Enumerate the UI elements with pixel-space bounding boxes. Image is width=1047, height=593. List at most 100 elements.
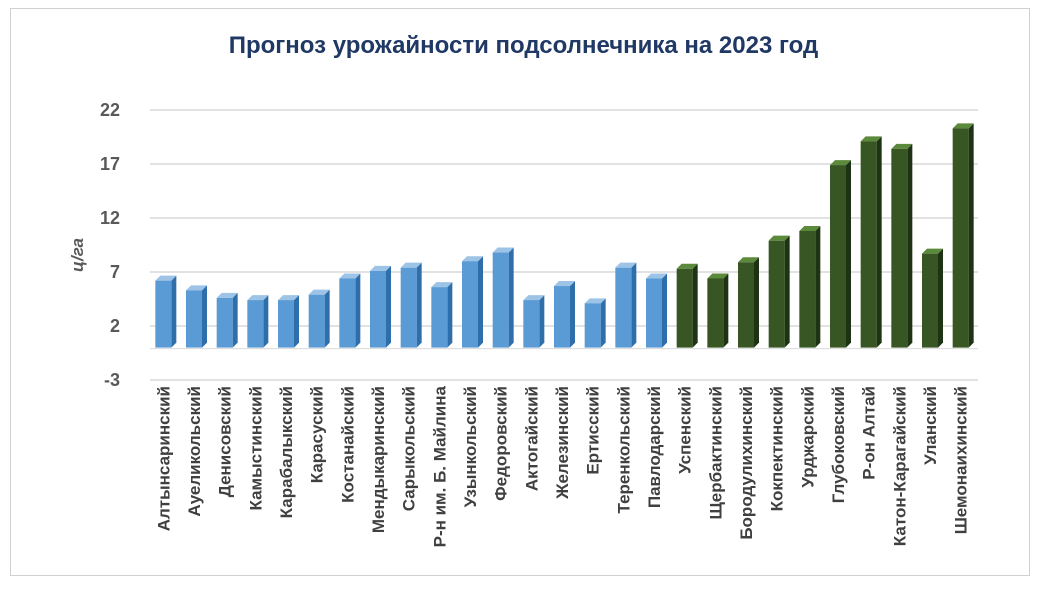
- chart-title: Прогноз урожайности подсолнечника на 202…: [228, 32, 819, 59]
- bar-side: [723, 273, 729, 348]
- x-tick-label: Карабалыкский: [277, 386, 296, 518]
- bar: [922, 253, 938, 348]
- x-tick-label: Ауеликольский: [185, 386, 204, 517]
- x-tick-label: Успенский: [676, 386, 695, 474]
- bar-side: [570, 281, 575, 348]
- bar-side: [478, 256, 483, 348]
- x-tick-label: Костанайский: [338, 386, 357, 503]
- bar-side: [846, 160, 851, 348]
- bar-side: [631, 262, 637, 348]
- x-tick-label: Федоровский: [492, 386, 511, 501]
- bar-side: [754, 257, 759, 348]
- bar: [216, 297, 233, 348]
- bar-side: [600, 298, 606, 348]
- bar-top: [431, 282, 453, 288]
- bar-side: [171, 275, 177, 348]
- y-tick-label: 2: [110, 316, 120, 336]
- chart-frame: [10, 8, 1030, 576]
- bar: [707, 278, 724, 348]
- bar: [155, 280, 172, 348]
- bar: [738, 262, 754, 348]
- bar: [952, 128, 969, 348]
- bar-top: [462, 256, 483, 262]
- x-tick-label: Павлодарский: [645, 386, 664, 508]
- bar-top: [860, 136, 882, 142]
- bar-side: [968, 123, 974, 348]
- x-tick-label: Карасуский: [308, 386, 327, 483]
- bar-top: [370, 265, 391, 271]
- x-tick-label: Теренкольский: [614, 386, 633, 513]
- bar-top: [952, 123, 974, 129]
- bar-side: [294, 295, 299, 348]
- bar: [431, 287, 448, 348]
- bar: [278, 300, 294, 348]
- bar-top: [400, 262, 422, 268]
- bar-top: [738, 257, 759, 263]
- x-tick-label: Шемонаихинский: [952, 386, 971, 534]
- x-tick-label: Урджарский: [798, 386, 817, 488]
- bar-top: [492, 247, 514, 253]
- x-tick-label: Катон-Карагайский: [890, 386, 909, 546]
- bar-side: [232, 292, 238, 348]
- bar-side: [324, 289, 330, 348]
- bar: [523, 300, 540, 348]
- bar-side: [202, 285, 207, 348]
- bar: [462, 261, 478, 348]
- x-tick-label: Уланский: [921, 386, 940, 465]
- bar: [646, 278, 662, 348]
- bar: [891, 148, 908, 348]
- bar: [492, 252, 509, 348]
- x-tick-label: Узынкольский: [461, 386, 480, 507]
- bar: [615, 267, 632, 348]
- bar-top: [646, 273, 667, 279]
- bar: [339, 278, 356, 348]
- bar: [830, 165, 846, 348]
- bar-top: [615, 262, 637, 268]
- bar-top: [186, 285, 207, 291]
- bar: [860, 141, 877, 348]
- y-tick-label: 7: [110, 262, 120, 282]
- bar-top: [799, 225, 821, 231]
- bar-top: [278, 295, 299, 301]
- x-tick-label: Кокпектинский: [768, 386, 787, 511]
- bar-top: [707, 273, 729, 279]
- x-tick-label: Железинский: [553, 386, 572, 500]
- bar-top: [768, 235, 790, 241]
- x-tick-label: Р-он Алтай: [860, 386, 879, 480]
- bar-top: [155, 275, 177, 281]
- x-tick-label: Камыстинский: [246, 386, 265, 511]
- x-tick-label: Актогайский: [522, 386, 541, 491]
- x-tick-label: Щербактинский: [706, 386, 725, 520]
- bar: [554, 286, 570, 348]
- bar: [400, 267, 417, 348]
- bar-top: [830, 160, 851, 166]
- bar-side: [539, 295, 545, 348]
- x-tick-label: Бородулихинский: [737, 386, 756, 540]
- bar-top: [308, 289, 330, 295]
- bar: [768, 240, 785, 348]
- bar-top: [216, 292, 238, 298]
- bar-top: [247, 295, 269, 301]
- x-tick-label: Ертисский: [584, 386, 603, 475]
- bar-side: [938, 248, 943, 348]
- bar-side: [447, 282, 453, 348]
- x-tick-label: Денисовский: [216, 386, 235, 497]
- x-tick-label: Алтынсаринский: [154, 386, 173, 531]
- bar-side: [784, 235, 790, 348]
- y-tick-label: 22: [100, 100, 120, 120]
- bar-side: [876, 136, 882, 348]
- bar-top: [891, 143, 913, 149]
- bar-top: [676, 263, 698, 269]
- bar-top: [584, 298, 606, 304]
- x-tick-label: Р-н им. Б. Майлина: [430, 385, 449, 547]
- bar: [370, 270, 386, 348]
- x-tick-label: Сарыкольский: [400, 386, 419, 511]
- bar-top: [339, 273, 361, 279]
- bar-side: [692, 263, 698, 348]
- bar-side: [508, 247, 514, 348]
- bar-side: [386, 265, 391, 348]
- bar: [308, 294, 325, 348]
- bar-side: [815, 225, 821, 348]
- bar-top: [922, 248, 943, 254]
